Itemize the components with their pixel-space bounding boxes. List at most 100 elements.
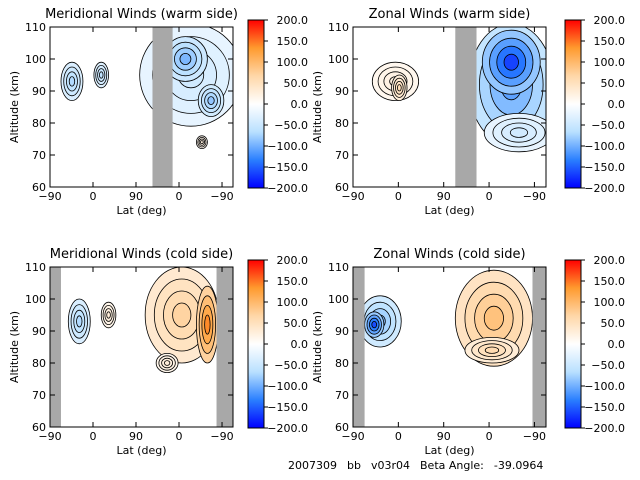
x-tick-label: −90 bbox=[523, 190, 546, 203]
colorbar-tick-label: 0.0 bbox=[608, 98, 626, 111]
chart-panel-4: Zonal Winds (cold side) 60 70 80 90 100 110 Alt… bbox=[311, 247, 625, 457]
x-tick-label: 90 bbox=[437, 430, 451, 443]
colorbar-tick-label: 150.0 bbox=[594, 35, 626, 48]
x-tick-label: −90 bbox=[341, 430, 364, 443]
y-tick-label: 90 bbox=[32, 85, 46, 98]
x-tick-label: 90 bbox=[129, 430, 143, 443]
x-tick-label: 0 bbox=[90, 430, 97, 443]
contour-region bbox=[200, 140, 204, 145]
chart-panel-1: Meridional Winds (warm side) 60 70 80 90 100 1… bbox=[8, 7, 308, 217]
x-tick-label: −90 bbox=[210, 190, 233, 203]
y-tick-label: 60 bbox=[32, 421, 46, 434]
contour-region bbox=[483, 305, 504, 331]
colorbar-tick-label: 150.0 bbox=[277, 275, 309, 288]
no-data-band bbox=[455, 27, 477, 187]
colorbar-tick-label: 100.0 bbox=[594, 56, 626, 69]
colorbar-tick-label: 0.0 bbox=[291, 338, 309, 351]
x-tick-label: −90 bbox=[341, 190, 364, 203]
contour-region bbox=[371, 320, 378, 329]
colorbar-tick-label: 200.0 bbox=[594, 254, 626, 267]
y-tick-label: 110 bbox=[328, 261, 349, 274]
colorbar-tick-label: −200.0 bbox=[267, 182, 308, 195]
colorbar-tick-label: 100.0 bbox=[277, 56, 309, 69]
y-axis-label: Altitude (km) bbox=[8, 71, 21, 143]
contour-region bbox=[484, 346, 500, 354]
plot-area bbox=[50, 27, 233, 187]
colorbar-tick-label: −100.0 bbox=[267, 380, 308, 393]
colorbar-tick-label: −150.0 bbox=[267, 401, 308, 414]
no-data-band bbox=[353, 267, 365, 427]
y-tick-label: 60 bbox=[335, 181, 349, 194]
x-tick-label: 0 bbox=[176, 190, 183, 203]
no-data-band bbox=[152, 27, 173, 187]
footer-info: 2007309 bb v03r04 Beta Angle: -39.0964 bbox=[288, 459, 553, 472]
colorbar-tick-label: 200.0 bbox=[277, 254, 309, 267]
contour-region bbox=[503, 53, 519, 71]
contour-region bbox=[172, 302, 192, 328]
contour-region bbox=[396, 84, 402, 92]
y-axis-label: Altitude (km) bbox=[8, 311, 21, 383]
plot-area bbox=[353, 267, 546, 427]
x-axis-label: Lat (deg) bbox=[425, 204, 475, 217]
footer-mode: bb bbox=[347, 459, 361, 472]
colorbar-tick-label: 200.0 bbox=[594, 14, 626, 27]
y-tick-label: 90 bbox=[32, 325, 46, 338]
colorbar-tick-label: −200.0 bbox=[584, 422, 625, 435]
chart-panel-2: Zonal Winds (warm side) 60 70 80 90 100 110 Alt… bbox=[311, 7, 625, 217]
x-tick-label: −90 bbox=[523, 430, 546, 443]
y-axis-label: Altitude (km) bbox=[311, 311, 324, 383]
y-tick-label: 70 bbox=[335, 149, 349, 162]
colorbar-tick-label: −100.0 bbox=[267, 140, 308, 153]
plot-area bbox=[353, 27, 546, 187]
colorbar-tick-label: −150.0 bbox=[267, 161, 308, 174]
y-tick-label: 110 bbox=[25, 261, 46, 274]
x-axis-label: Lat (deg) bbox=[117, 444, 167, 457]
colorbar-tick-label: 50.0 bbox=[601, 77, 626, 90]
y-tick-label: 100 bbox=[328, 293, 349, 306]
y-axis-label: Altitude (km) bbox=[311, 71, 324, 143]
y-tick-label: 90 bbox=[335, 325, 349, 338]
x-tick-label: −90 bbox=[210, 430, 233, 443]
y-tick-label: 110 bbox=[25, 21, 46, 34]
x-tick-label: 0 bbox=[90, 190, 97, 203]
y-tick-label: 100 bbox=[328, 53, 349, 66]
plot-area bbox=[50, 267, 233, 427]
y-tick-label: 60 bbox=[335, 421, 349, 434]
y-tick-label: 80 bbox=[32, 117, 46, 130]
x-tick-label: 0 bbox=[395, 190, 402, 203]
y-tick-label: 70 bbox=[32, 389, 46, 402]
y-tick-label: 70 bbox=[335, 389, 349, 402]
x-axis-label: Lat (deg) bbox=[117, 204, 167, 217]
colorbar-tick-label: 150.0 bbox=[594, 275, 626, 288]
colorbar-tick-label: 100.0 bbox=[594, 296, 626, 309]
colorbar-tick-label: 150.0 bbox=[277, 35, 309, 48]
colorbar-tick-label: 50.0 bbox=[601, 317, 626, 330]
x-axis-label: Lat (deg) bbox=[425, 444, 475, 457]
x-tick-label: −90 bbox=[38, 190, 61, 203]
contour-region bbox=[179, 53, 192, 66]
colorbar-tick-label: 50.0 bbox=[284, 77, 309, 90]
footer-version: v03r04 bbox=[370, 459, 410, 472]
contour-region bbox=[76, 315, 83, 328]
y-tick-label: 110 bbox=[328, 21, 349, 34]
colorbar-tick-label: −100.0 bbox=[584, 140, 625, 153]
colorbar-tick-label: 200.0 bbox=[277, 14, 309, 27]
colorbar bbox=[564, 19, 582, 189]
chart-title: Zonal Winds (cold side) bbox=[373, 247, 525, 262]
contour-region bbox=[99, 71, 104, 79]
colorbar-tick-label: 0.0 bbox=[608, 338, 626, 351]
no-data-band bbox=[50, 267, 61, 427]
colorbar-tick-label: −100.0 bbox=[584, 380, 625, 393]
footer-beta-value: -39.0964 bbox=[493, 459, 544, 472]
colorbar-tick-label: −200.0 bbox=[584, 182, 625, 195]
contour-region bbox=[204, 314, 211, 335]
colorbar-tick-label: −50.0 bbox=[274, 119, 308, 132]
colorbar-tick-label: 0.0 bbox=[291, 98, 309, 111]
y-tick-label: 80 bbox=[32, 357, 46, 370]
y-tick-label: 70 bbox=[32, 149, 46, 162]
contour-region bbox=[509, 127, 529, 138]
x-tick-label: 90 bbox=[437, 190, 451, 203]
colorbar bbox=[247, 259, 265, 429]
colorbar-tick-label: −150.0 bbox=[584, 401, 625, 414]
